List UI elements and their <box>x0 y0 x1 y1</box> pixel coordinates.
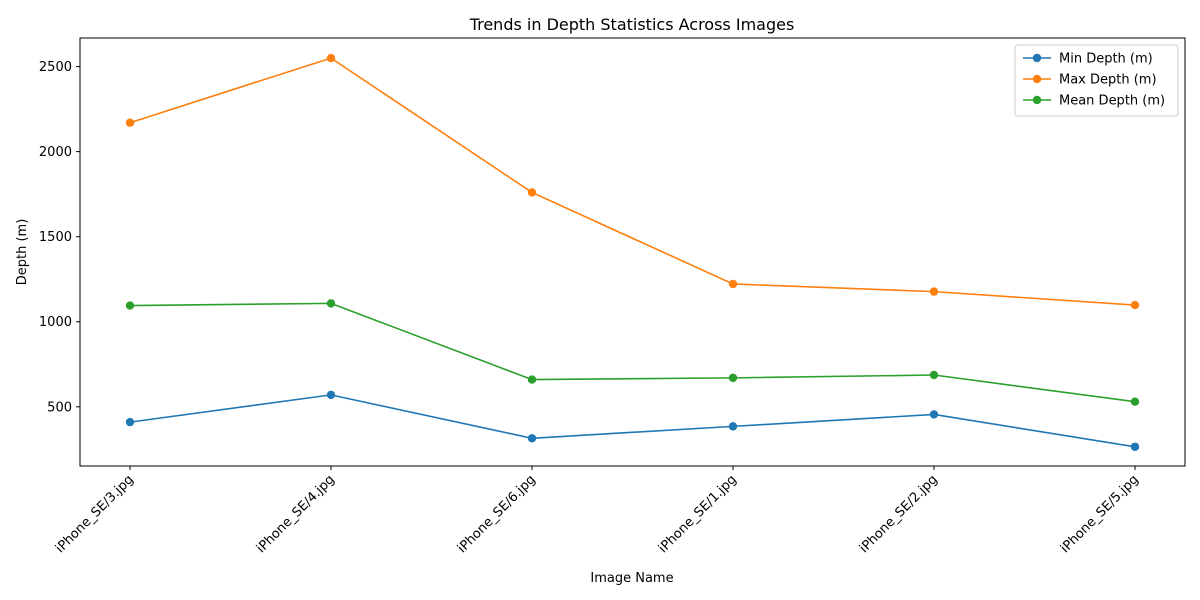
data-point <box>326 390 336 400</box>
data-point <box>728 373 738 383</box>
y-tick-label: 2500 <box>39 60 72 75</box>
legend-label: Min Depth (m) <box>1059 52 1153 67</box>
legend-label: Mean Depth (m) <box>1059 94 1165 109</box>
y-tick-label: 1000 <box>39 315 72 330</box>
data-point <box>929 287 939 296</box>
legend-box <box>1014 44 1179 117</box>
data-point <box>326 299 336 308</box>
legend-marker <box>1032 53 1042 63</box>
y-axis-label: Depth (m) <box>15 219 30 286</box>
y-tick-label: 2000 <box>39 145 72 160</box>
legend-label: Max Depth (m) <box>1059 73 1157 88</box>
data-point <box>929 410 939 419</box>
x-axis-label: Image Name <box>590 571 673 586</box>
data-point <box>326 53 336 63</box>
data-point <box>1130 397 1140 406</box>
data-point <box>125 417 135 427</box>
y-tick-label: 500 <box>47 400 72 415</box>
data-point <box>1130 442 1140 451</box>
data-point <box>527 188 537 197</box>
series-line <box>129 394 1136 448</box>
series-line <box>129 302 1136 403</box>
y-tick-label: 1500 <box>39 230 72 245</box>
data-point <box>929 370 939 380</box>
axes-frame <box>79 37 1186 467</box>
data-point <box>728 279 738 289</box>
data-point <box>125 301 135 310</box>
series-line <box>129 57 1136 306</box>
data-point <box>527 434 537 443</box>
legend-marker <box>1032 95 1042 105</box>
data-point <box>125 118 135 127</box>
legend: Min Depth (m) Max Depth (m) Mean Depth (m) <box>1014 44 1179 117</box>
chart-title: Trends in Depth Statistics Across Images <box>469 15 795 34</box>
data-point <box>1130 300 1140 310</box>
data-point <box>728 422 738 431</box>
legend-marker <box>1032 74 1042 84</box>
data-point <box>527 375 537 384</box>
